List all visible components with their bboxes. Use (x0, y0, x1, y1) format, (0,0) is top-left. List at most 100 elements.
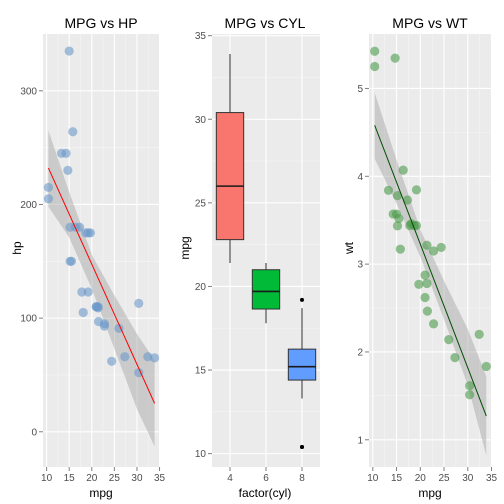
y-tick-label: 4 (357, 172, 363, 183)
data-point (93, 316, 104, 327)
panel-title: MPG vs WT (392, 15, 468, 31)
data-point (63, 165, 73, 175)
data-point (93, 303, 103, 313)
x-tick-label: 30 (462, 473, 474, 484)
x-tick-label: 20 (415, 473, 427, 484)
regression-line (374, 125, 487, 417)
data-point (370, 61, 380, 72)
plot-background (43, 34, 160, 467)
y-tick-label: 200 (20, 200, 37, 211)
data-point (414, 279, 424, 289)
confidence-band (48, 130, 155, 447)
data-point (391, 209, 402, 219)
data-point (114, 323, 124, 333)
data-point (107, 356, 117, 366)
y-tick-label: 15 (195, 366, 207, 377)
panel-mpg-vs-wt: MPG vs WT mpg wt 1 2 3 4 5 10 15 20 25 30 35 (342, 15, 498, 500)
data-point (68, 127, 78, 137)
x-axis-title: mpg (418, 486, 441, 500)
x-tick-label: 4 (227, 473, 233, 484)
y-tick-label: 100 (20, 314, 37, 325)
data-point (392, 221, 403, 231)
data-point (444, 335, 454, 345)
x-tick-label: 25 (438, 473, 450, 484)
y-tick-label: 30 (195, 115, 207, 126)
data-point (43, 194, 54, 204)
data-point (465, 390, 475, 400)
x-tick-label: 6 (263, 473, 269, 484)
regression-line (47, 167, 156, 404)
data-point (474, 329, 484, 339)
panel-title: MPG vs HP (64, 15, 137, 31)
data-point (383, 185, 394, 195)
y-axis-title: mpg (178, 236, 192, 259)
data-point (420, 292, 430, 303)
box-cyl-4 (215, 112, 245, 241)
data-point (402, 195, 413, 205)
y-tick-label: 0 (31, 427, 37, 438)
data-point (411, 185, 422, 195)
data-point (77, 287, 87, 297)
x-tick-label: 20 (86, 473, 98, 484)
y-tick-label: 3 (357, 260, 363, 271)
panel-title: MPG vs CYL (225, 15, 306, 31)
y-tick-label: 300 (20, 86, 37, 97)
y-tick-label: 20 (195, 282, 207, 293)
data-point (65, 222, 75, 232)
data-point (390, 53, 400, 63)
data-point (65, 256, 75, 266)
data-point (422, 306, 433, 316)
panel-mpg-vs-hp: MPG vs HP mpg hp 0 100 200 300 10 15 20 25 30 35 (10, 15, 166, 500)
box-cyl-6 (251, 269, 281, 310)
data-point (74, 222, 85, 232)
data-point (481, 361, 491, 372)
x-tick-label: 15 (64, 473, 76, 484)
x-tick-label: 30 (131, 473, 143, 484)
data-point (428, 319, 439, 329)
outlier-point (300, 444, 304, 449)
box-cyl-8 (287, 348, 317, 381)
x-tick-label: 15 (391, 473, 403, 484)
data-point (78, 307, 88, 318)
data-point (64, 46, 74, 56)
panel-mpg-vs-cyl: MPG vs CYL factor(cyl) mpg 10 15 20 25 30 35 4… (178, 15, 320, 500)
data-point (85, 228, 96, 238)
data-point (465, 381, 475, 391)
x-tick-label: 10 (41, 473, 53, 484)
data-point (428, 246, 439, 256)
outlier-point (300, 297, 304, 302)
data-point (422, 278, 432, 289)
confidence-band (374, 92, 487, 456)
data-point (120, 352, 130, 362)
data-point (392, 191, 403, 201)
x-tick-label: 8 (299, 473, 305, 484)
y-tick-label: 25 (195, 198, 207, 209)
y-tick-label: 10 (195, 449, 207, 460)
data-point (143, 352, 153, 362)
y-axis-title: hp (10, 241, 24, 255)
x-tick-label: 35 (154, 473, 166, 484)
x-tick-label: 25 (109, 473, 121, 484)
data-point (395, 244, 405, 254)
data-point (422, 240, 432, 250)
data-point (436, 242, 446, 253)
data-point (134, 368, 144, 378)
y-tick-label: 35 (195, 31, 207, 42)
data-point (149, 353, 160, 363)
data-point (370, 46, 380, 56)
data-point (56, 148, 67, 158)
data-point (398, 165, 408, 175)
data-point (134, 298, 144, 308)
x-axis-title: factor(cyl) (239, 486, 292, 500)
x-tick-label: 10 (367, 473, 379, 484)
y-axis-title: wt (342, 241, 356, 255)
x-tick-label: 35 (486, 473, 498, 484)
y-tick-label: 5 (357, 84, 363, 95)
x-axis-title: mpg (89, 486, 112, 500)
y-tick-label: 1 (357, 435, 363, 446)
data-point (83, 287, 93, 297)
data-point (43, 182, 54, 193)
data-point (450, 353, 460, 363)
data-point (420, 270, 430, 280)
